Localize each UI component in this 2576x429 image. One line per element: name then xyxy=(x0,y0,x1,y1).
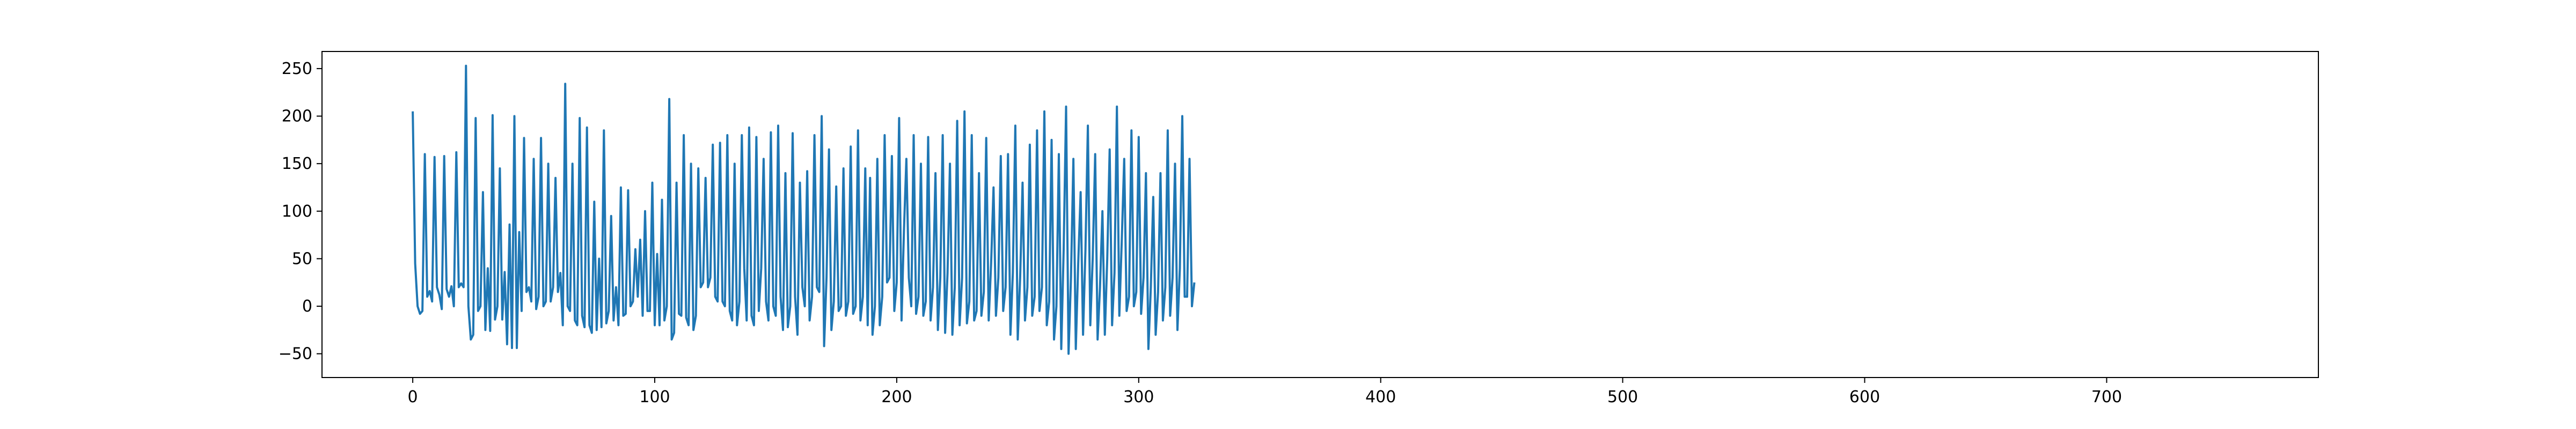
x-tick-label: 500 xyxy=(1607,388,1638,406)
plot-area xyxy=(412,64,1196,355)
y-tick-label: 250 xyxy=(282,60,312,78)
y-tick-label: 50 xyxy=(292,249,312,268)
x-tick-label: 600 xyxy=(1849,388,1880,406)
x-tick-label: 300 xyxy=(1123,388,1154,406)
x-tick-label: 700 xyxy=(2091,388,2122,406)
plot-frame xyxy=(321,51,2319,378)
y-tick-label: 100 xyxy=(282,202,312,221)
y-tick-label: −50 xyxy=(279,345,312,364)
x-tick-label: 200 xyxy=(881,388,912,406)
x-tick-label: 100 xyxy=(639,388,670,406)
x-tick-label: 400 xyxy=(1365,388,1396,406)
y-tick-label: 150 xyxy=(282,154,312,173)
y-tick-label: 200 xyxy=(282,107,312,126)
x-tick-label: 0 xyxy=(408,388,418,406)
y-axis: −50 0 50 100 150 200 250 xyxy=(279,60,322,364)
x-axis: 0 100 200 300 400 500 600 700 xyxy=(408,378,2122,406)
y-tick-label: 0 xyxy=(302,297,312,316)
series-line-0 xyxy=(412,64,1196,355)
